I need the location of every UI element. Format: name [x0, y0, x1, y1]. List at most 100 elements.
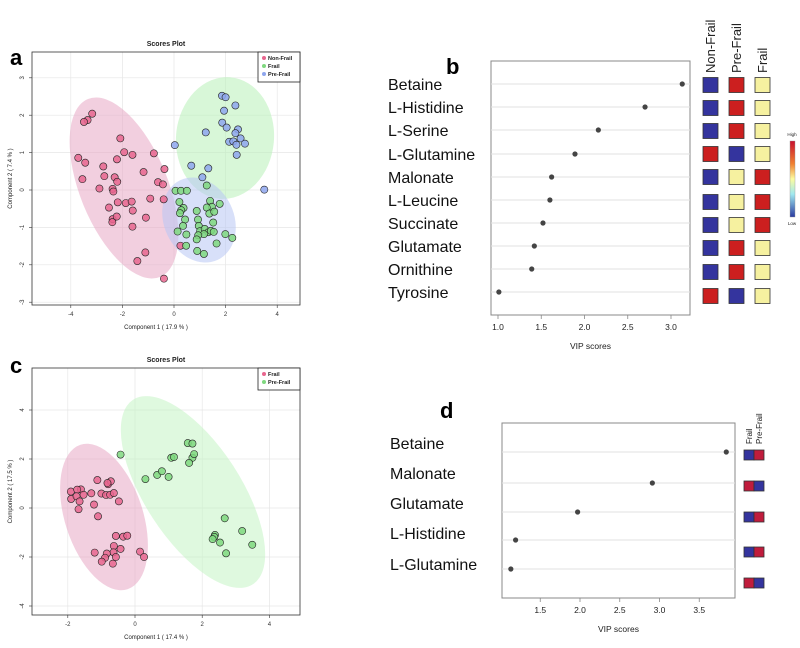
heatmap-cell	[753, 480, 765, 492]
legend-label: Frail	[268, 372, 280, 378]
metabolite-label: L-Serine	[388, 123, 449, 140]
x-tick-label: 2	[224, 312, 228, 318]
vip-point	[575, 509, 581, 515]
heatmap-cell	[754, 123, 771, 139]
x-tick-label: 2.5	[622, 322, 634, 332]
confidence-ellipse-frail	[175, 77, 275, 199]
data-point-frail	[123, 531, 132, 540]
vip-point	[572, 151, 578, 157]
vip-point	[513, 537, 519, 543]
scores-plot-c: c Scores Plot -2 0 2 4 -4 -2 0 2 4 Component 1 ( 17…	[8, 353, 301, 641]
heatmap-cell	[754, 288, 771, 304]
heatmap-cell	[754, 77, 771, 93]
confidence-ellipse-non-frail	[69, 97, 179, 279]
data-point-non-frail	[100, 172, 109, 181]
metabolite-label: Glutamate	[388, 239, 462, 256]
data-point-non-frail	[128, 150, 137, 159]
colorbar: High Low	[787, 132, 797, 226]
heatmap-cell	[702, 100, 719, 116]
heatmap-cell	[702, 194, 719, 210]
heatmap-cell	[754, 194, 771, 210]
heatmap-cell	[702, 169, 719, 185]
panel-letter: d	[440, 398, 453, 423]
y-tick-label: 2	[20, 457, 26, 461]
x-axis-label: Component 1 ( 17.4 % )	[124, 635, 188, 641]
data-point-pre-frail	[231, 129, 240, 138]
data-point-pre-frail	[222, 123, 231, 132]
data-point-non-frail	[78, 175, 87, 184]
y-tick-label: 1	[20, 150, 26, 154]
data-point-pre-frail	[241, 139, 249, 148]
vip-point	[508, 566, 514, 572]
data-point-non-frail	[127, 197, 136, 206]
plot-frame	[31, 367, 301, 616]
heatmap-cell	[754, 264, 771, 280]
x-tick-label: 1.0	[492, 322, 504, 332]
y-tick-label: 0	[20, 188, 26, 192]
colorbar-high-label: High	[787, 132, 797, 137]
y-tick-label: -4	[20, 603, 26, 609]
data-point-pre-frail	[232, 150, 241, 159]
panel-letter: b	[446, 54, 459, 79]
legend-marker	[262, 372, 266, 376]
vip-point	[679, 81, 685, 87]
data-point-frail	[90, 500, 98, 509]
data-point-non-frail	[128, 206, 137, 215]
colorbar-low-label: Low	[788, 221, 797, 226]
x-tick-label: 1.5	[535, 322, 547, 332]
legend-label: Non-Frail	[268, 56, 293, 62]
heatmap-cell	[728, 288, 745, 304]
y-axis-label: Component 2 ( 7.4 % )	[8, 148, 14, 208]
data-point-frail	[182, 230, 191, 239]
data-point-frail	[87, 489, 96, 498]
data-point-frail	[108, 559, 117, 568]
legend-label: Pre-Frail	[268, 72, 291, 78]
data-point-pre-frail	[116, 450, 125, 459]
data-point-frail	[192, 207, 201, 215]
heatmap-column-header: Pre-Frail	[755, 413, 764, 444]
plot-title: Scores Plot	[147, 41, 186, 48]
data-point-pre-frail	[141, 475, 150, 483]
data-point-pre-frail	[198, 173, 207, 182]
x-tick-label: 3.0	[665, 322, 677, 332]
data-point-pre-frail	[164, 472, 173, 481]
data-point-frail	[109, 489, 118, 497]
data-point-non-frail	[141, 213, 150, 222]
heatmap-column-header: Frail	[745, 428, 754, 444]
data-point-frail	[97, 557, 106, 566]
data-point-frail	[209, 227, 218, 236]
heatmap-cell	[702, 288, 719, 304]
panel-letter: c	[10, 353, 22, 378]
data-point-non-frail	[113, 177, 122, 186]
data-point-non-frail	[99, 162, 108, 171]
data-point-pre-frail	[221, 93, 230, 102]
x-tick-label: -4	[68, 312, 74, 318]
metabolite-label: L-Leucine	[388, 193, 458, 210]
data-point-pre-frail	[222, 549, 230, 558]
data-point-frail	[179, 222, 187, 230]
data-point-non-frail	[159, 180, 167, 189]
data-point-non-frail	[113, 155, 121, 164]
data-point-pre-frail	[220, 514, 229, 523]
vip-point	[496, 289, 502, 295]
x-tick-label: 3.0	[654, 605, 666, 615]
metabolite-label: Malonate	[390, 466, 456, 483]
legend-label: Pre-Frail	[268, 380, 291, 386]
data-point-frail	[202, 181, 211, 190]
data-point-frail	[103, 479, 112, 487]
data-point-non-frail	[128, 222, 137, 231]
y-tick-label: 4	[20, 408, 26, 412]
legend-label: Frail	[268, 64, 280, 70]
x-tick-label: 0	[172, 312, 176, 318]
data-point-frail	[79, 490, 88, 499]
y-tick-label: -3	[20, 299, 26, 305]
vip-point	[723, 449, 729, 455]
heatmap-cell	[702, 217, 719, 233]
data-point-frail	[175, 198, 184, 206]
data-point-frail	[74, 505, 83, 514]
legend-marker	[262, 64, 266, 68]
y-tick-label: 2	[20, 113, 26, 117]
data-point-frail	[194, 215, 202, 224]
data-point-frail	[136, 547, 144, 556]
x-tick-label: 2	[201, 622, 205, 628]
